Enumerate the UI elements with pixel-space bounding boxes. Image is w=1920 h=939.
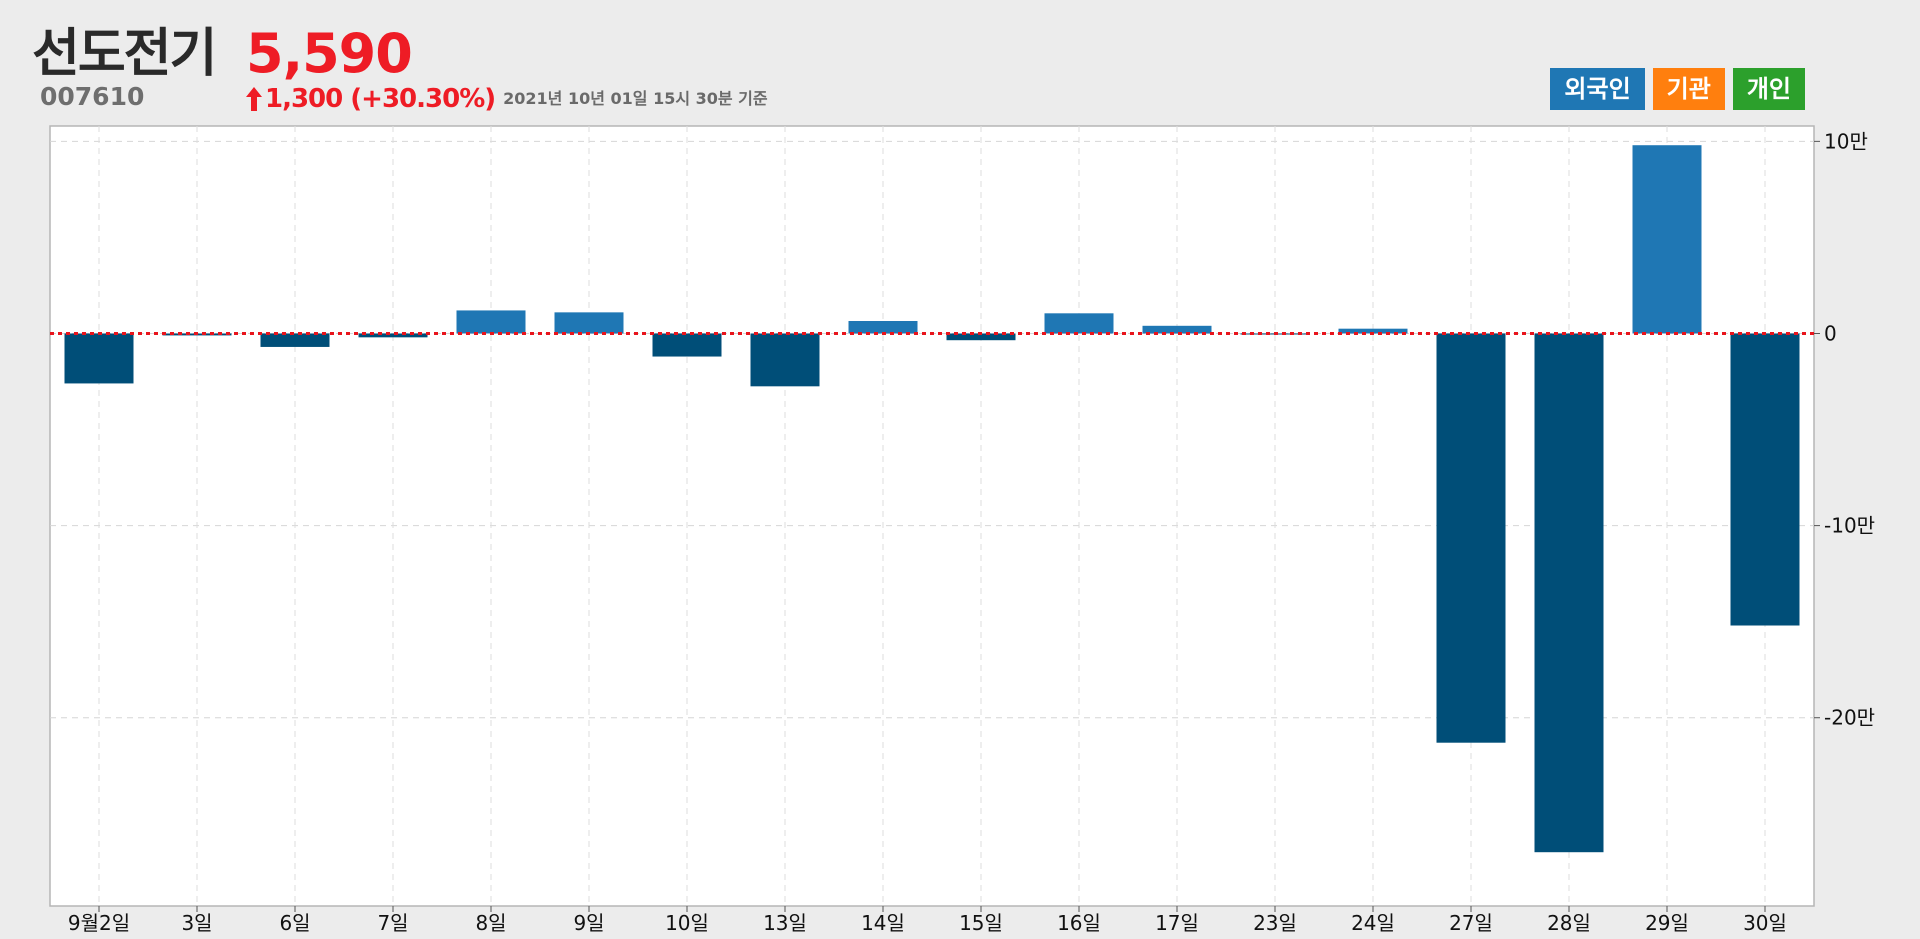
bar-9 [946, 333, 1016, 341]
bar-4 [456, 310, 526, 334]
arrow-up-icon [246, 87, 262, 111]
change-value: 1,300 (+30.30%) [265, 84, 496, 114]
stock-code: 007610 [40, 82, 145, 111]
legend: 외국인 기관 개인 [1550, 68, 1805, 110]
bar-3 [358, 333, 428, 338]
bar-14 [1436, 333, 1506, 743]
y-tick-label: -10만 [1824, 514, 1875, 538]
x-tick-label: 23일 [1253, 911, 1297, 935]
x-tick-label: 9월2일 [68, 911, 130, 935]
timestamp: 2021년 10년 01일 15시 30분 기준 [503, 89, 768, 108]
bar-10 [1044, 313, 1114, 334]
bar-13 [1338, 328, 1408, 334]
stock-name: 선도전기 [32, 24, 217, 84]
bar-15 [1534, 333, 1604, 853]
bar-17 [1730, 333, 1800, 626]
x-tick-label: 7일 [377, 911, 408, 935]
x-tick-label: 14일 [861, 911, 905, 935]
x-tick-label: 8일 [475, 911, 506, 935]
x-tick-label: 15일 [959, 911, 1003, 935]
y-tick-label: -20만 [1824, 706, 1875, 730]
x-tick-label: 13일 [763, 911, 807, 935]
x-tick-label: 17일 [1155, 911, 1199, 935]
x-tick-label: 9일 [573, 911, 604, 935]
bar-0 [64, 333, 134, 384]
x-tick-label: 30일 [1743, 911, 1787, 935]
bar-7 [750, 333, 820, 387]
x-tick-label: 16일 [1057, 911, 1101, 935]
bar-11 [1142, 325, 1212, 334]
bar-6 [652, 333, 722, 357]
bar-2 [260, 333, 330, 347]
legend-institution-button[interactable]: 기관 [1652, 68, 1725, 110]
x-tick-label: 29일 [1645, 911, 1689, 935]
x-tick-label: 28일 [1547, 911, 1591, 935]
bar-8 [848, 321, 918, 334]
bar-5 [554, 312, 624, 334]
x-tick-label: 6일 [279, 911, 310, 935]
x-tick-label: 24일 [1351, 911, 1395, 935]
y-tick-label: 10만 [1824, 129, 1868, 153]
legend-foreign-button[interactable]: 외국인 [1550, 68, 1645, 110]
bar-16 [1632, 145, 1702, 334]
x-tick-label: 10일 [665, 911, 709, 935]
y-tick-label: 0 [1824, 321, 1837, 345]
price-change: 1,300 (+30.30%) 2021년 10년 01일 15시 30분 기준 [245, 84, 768, 114]
plot-area [49, 125, 1815, 907]
header: 선도전기 5,590 007610 1,300 (+30.30%) 2021년 … [0, 0, 1920, 126]
stock-price: 5,590 [246, 22, 413, 85]
legend-individual-button[interactable]: 개인 [1732, 68, 1805, 110]
x-tick-label: 27일 [1449, 911, 1493, 935]
x-tick-label: 3일 [181, 911, 212, 935]
